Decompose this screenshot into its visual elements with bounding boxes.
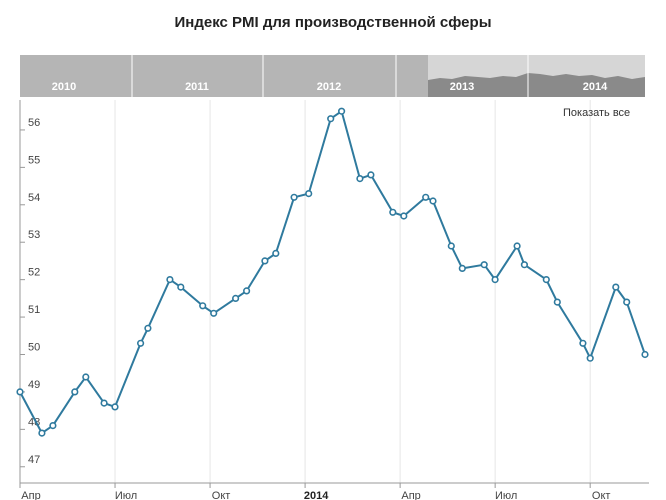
data-point[interactable]: [137, 339, 145, 347]
y-tick-label: 50: [28, 341, 40, 353]
data-point[interactable]: [641, 350, 649, 359]
data-point[interactable]: [199, 302, 207, 310]
y-tick-label: 55: [28, 154, 40, 166]
data-point[interactable]: [272, 249, 280, 257]
data-point[interactable]: [261, 257, 269, 265]
data-point[interactable]: [458, 264, 466, 273]
data-point[interactable]: [49, 422, 57, 430]
show-all-button[interactable]: Показать все: [563, 107, 630, 119]
data-point[interactable]: [367, 171, 375, 179]
series-group: [16, 107, 649, 437]
data-point[interactable]: [400, 212, 408, 220]
navigator-mini-area: [428, 73, 645, 97]
data-point[interactable]: [100, 399, 108, 407]
data-point[interactable]: [144, 324, 152, 332]
data-point[interactable]: [166, 276, 174, 284]
data-point[interactable]: [327, 115, 335, 123]
y-tick-label: 56: [28, 117, 40, 129]
data-point[interactable]: [491, 276, 499, 284]
series-line: [19, 110, 646, 435]
data-point[interactable]: [290, 193, 298, 201]
data-point[interactable]: [480, 261, 488, 269]
data-point[interactable]: [623, 298, 631, 306]
y-tick-label: 53: [28, 229, 40, 241]
data-point[interactable]: [243, 287, 251, 295]
data-point[interactable]: [82, 373, 90, 381]
vertical-gridlines: [19, 100, 591, 483]
x-tick-label: Окт: [212, 490, 231, 500]
data-point[interactable]: [542, 276, 550, 284]
navigator-year-label[interactable]: 2013: [450, 81, 474, 93]
y-tick-label: 49: [28, 379, 40, 391]
data-point[interactable]: [38, 429, 46, 437]
data-point[interactable]: [553, 298, 561, 306]
x-tick-label: Июл: [115, 490, 137, 500]
data-point[interactable]: [422, 193, 430, 201]
data-point[interactable]: [579, 339, 587, 347]
data-point[interactable]: [586, 354, 594, 362]
data-point[interactable]: [429, 197, 437, 205]
y-tick-label: 51: [28, 304, 40, 316]
data-point[interactable]: [111, 403, 119, 411]
x-tick-label: Июл: [495, 490, 517, 500]
x-tick-label: Апр: [401, 490, 420, 500]
data-point[interactable]: [210, 309, 218, 317]
chart-title: Индекс PMI для производственной сферы: [174, 14, 492, 31]
data-point[interactable]: [513, 242, 521, 250]
data-point[interactable]: [177, 283, 185, 291]
x-tick-label: 2014: [304, 490, 329, 500]
y-tick-label: 47: [28, 454, 40, 466]
navigator-year-label[interactable]: 2014: [583, 81, 608, 93]
range-navigator[interactable]: 2010 2011 2012 2013 2014: [20, 55, 645, 97]
data-point[interactable]: [389, 208, 397, 216]
x-axis-ticks: Апр Июл Окт 2014 Апр Июл Окт: [19, 483, 611, 500]
data-point[interactable]: [356, 175, 364, 183]
data-point[interactable]: [305, 190, 313, 198]
data-point[interactable]: [612, 283, 620, 291]
y-tick-label: 52: [28, 267, 40, 279]
x-tick-label: Апр: [21, 490, 40, 500]
y-tick-label: 54: [28, 192, 40, 204]
data-point[interactable]: [447, 242, 455, 250]
navigator-year-label[interactable]: 2010: [52, 81, 76, 93]
navigator-year-label[interactable]: 2011: [185, 81, 209, 93]
data-point[interactable]: [338, 107, 346, 115]
data-point[interactable]: [232, 294, 240, 303]
x-tick-label: Окт: [592, 490, 611, 500]
navigator-year-label[interactable]: 2012: [317, 81, 341, 93]
data-point[interactable]: [71, 388, 79, 396]
axes: [19, 100, 649, 484]
data-point[interactable]: [520, 261, 529, 269]
data-point[interactable]: [16, 388, 24, 396]
